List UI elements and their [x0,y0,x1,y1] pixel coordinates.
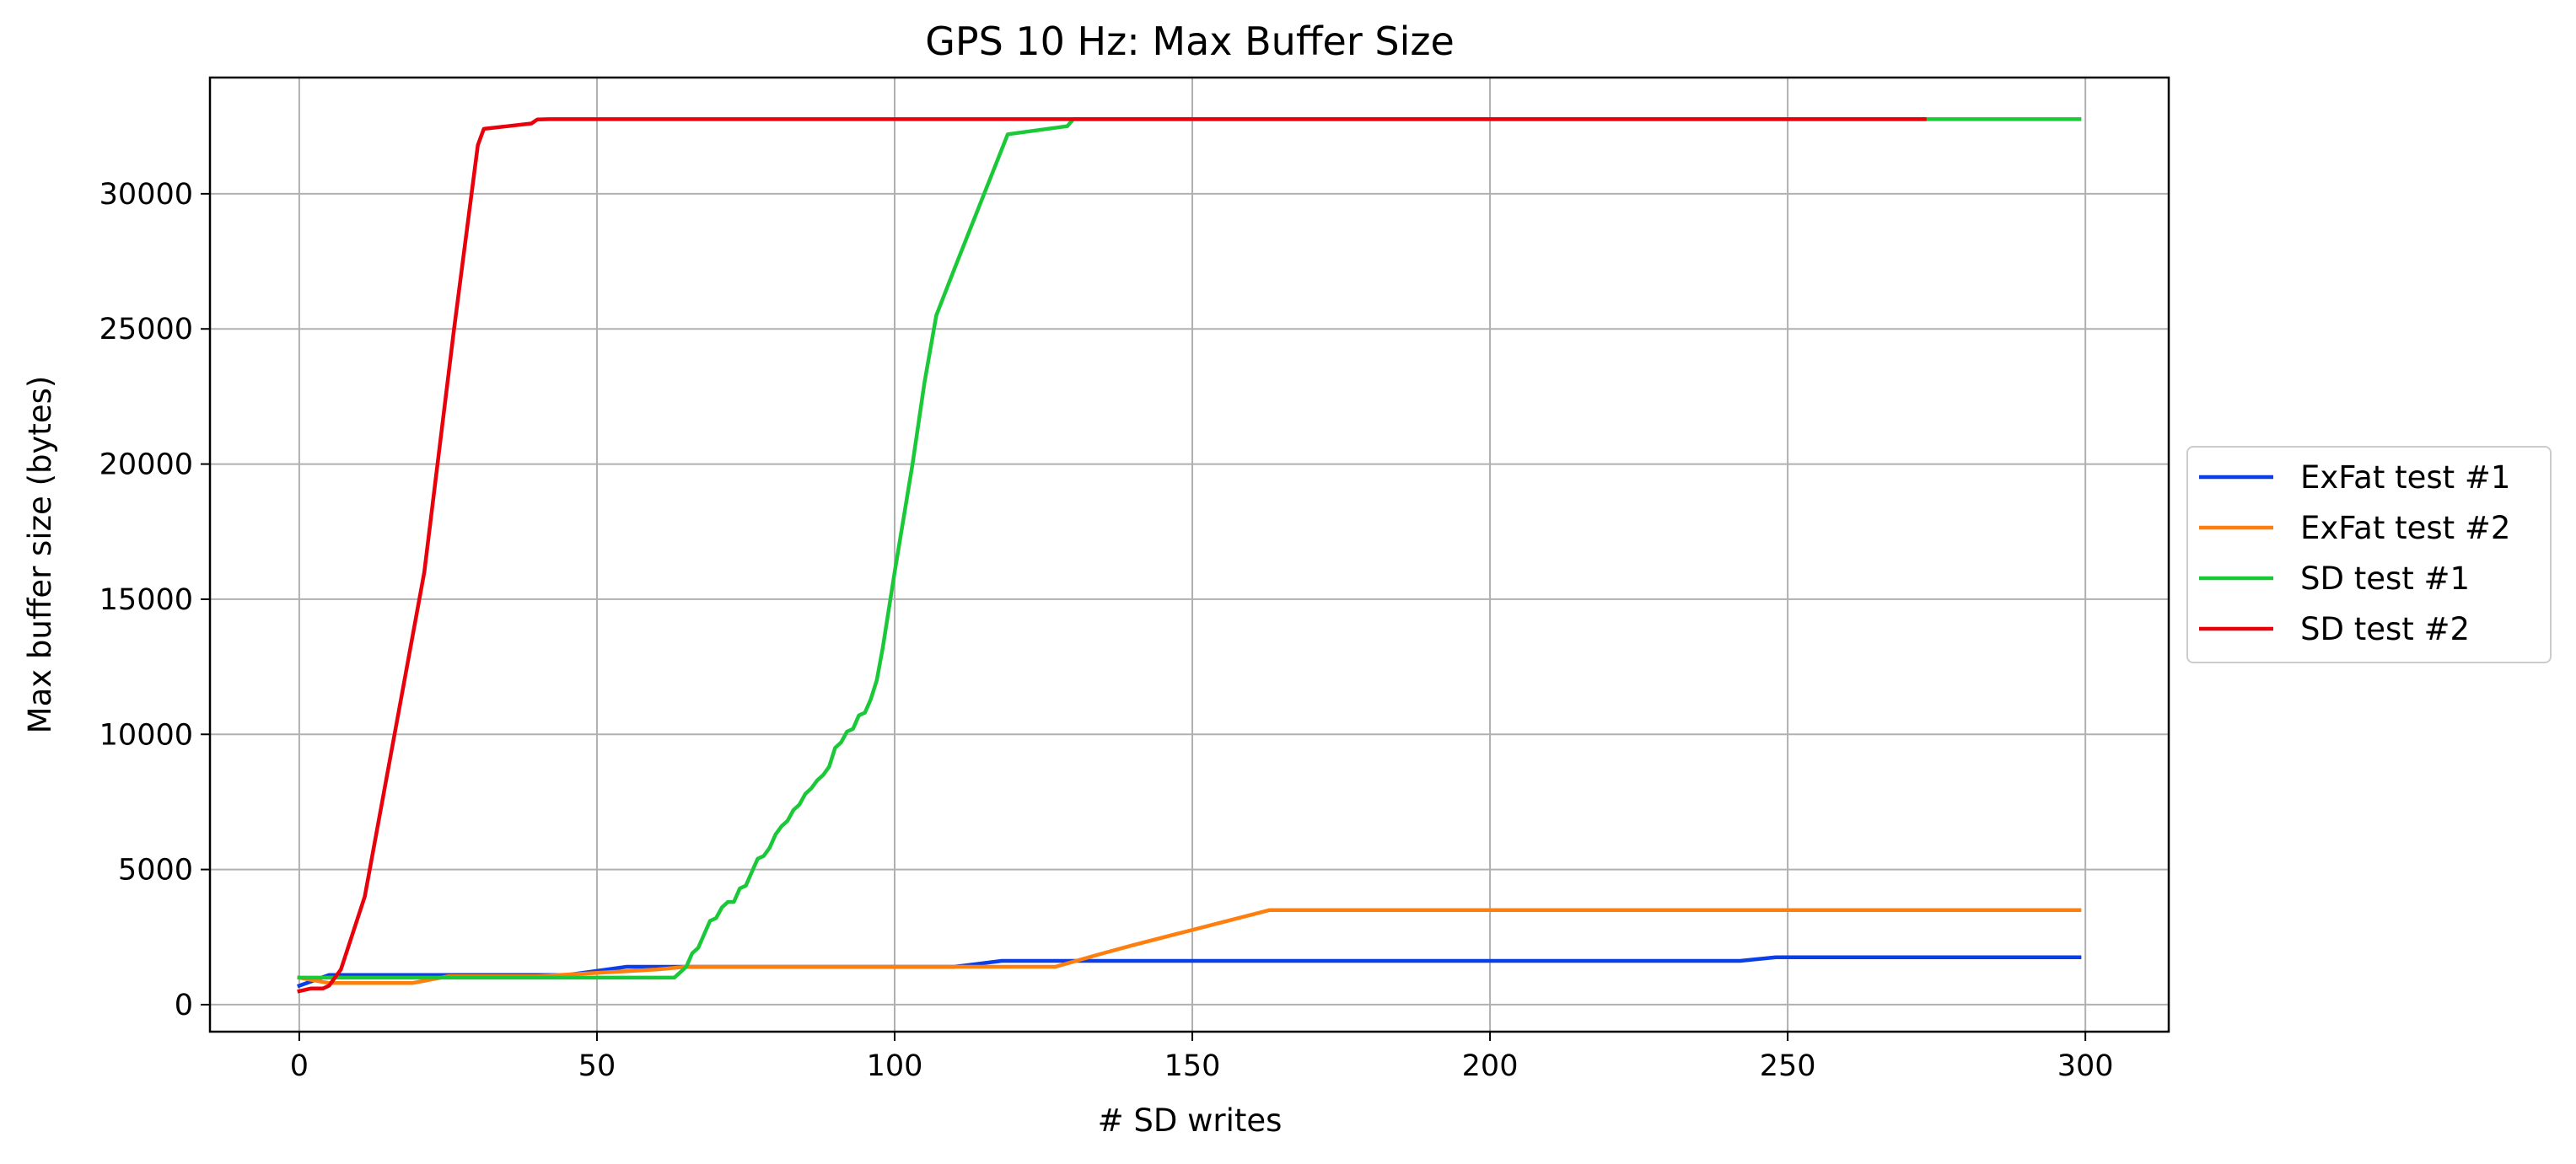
series-lines [297,117,2082,994]
y-tick-label: 0 [175,989,193,1022]
series-line-3 [297,117,2082,980]
y-tick-label: 5000 [118,854,193,888]
x-tick-label: 100 [867,1049,923,1083]
legend-label-2: ExFat test #2 [2300,510,2510,546]
x-tick-label: 150 [1164,1049,1221,1083]
chart-title: GPS 10 Hz: Max Buffer Size [925,19,1455,64]
x-tick-label: 300 [2057,1049,2114,1083]
x-tick-label: 250 [1760,1049,1816,1083]
series-line-4 [297,117,1927,994]
x-tick-label: 200 [1462,1049,1519,1083]
y-tick-label: 10000 [99,718,193,752]
y-tick-label: 30000 [99,178,193,212]
x-axis-label: # SD writes [1098,1102,1283,1139]
legend-label-4: SD test #2 [2300,611,2470,647]
legend-label-1: ExFat test #1 [2300,459,2510,496]
y-tick-label: 25000 [99,313,193,346]
legend: ExFat test #1 ExFat test #2 SD test #1 SD t… [2186,446,2552,663]
axis-ticks: 0 50 100 150 200 250 300 0 5000 10000 15000 20000 25… [99,178,2114,1083]
legend-label-3: SD test #1 [2300,561,2470,597]
legend-frame [2186,446,2552,663]
y-axis-label: Max buffer size (bytes) [22,376,58,734]
series-line-2 [297,908,2082,985]
x-tick-label: 0 [290,1049,309,1083]
y-tick-label: 15000 [99,583,193,617]
plot-area-frame [208,76,2170,1033]
x-tick-label: 50 [578,1049,616,1083]
series-line-1 [297,955,2082,989]
y-tick-label: 20000 [99,448,193,482]
grid [210,78,2169,1032]
